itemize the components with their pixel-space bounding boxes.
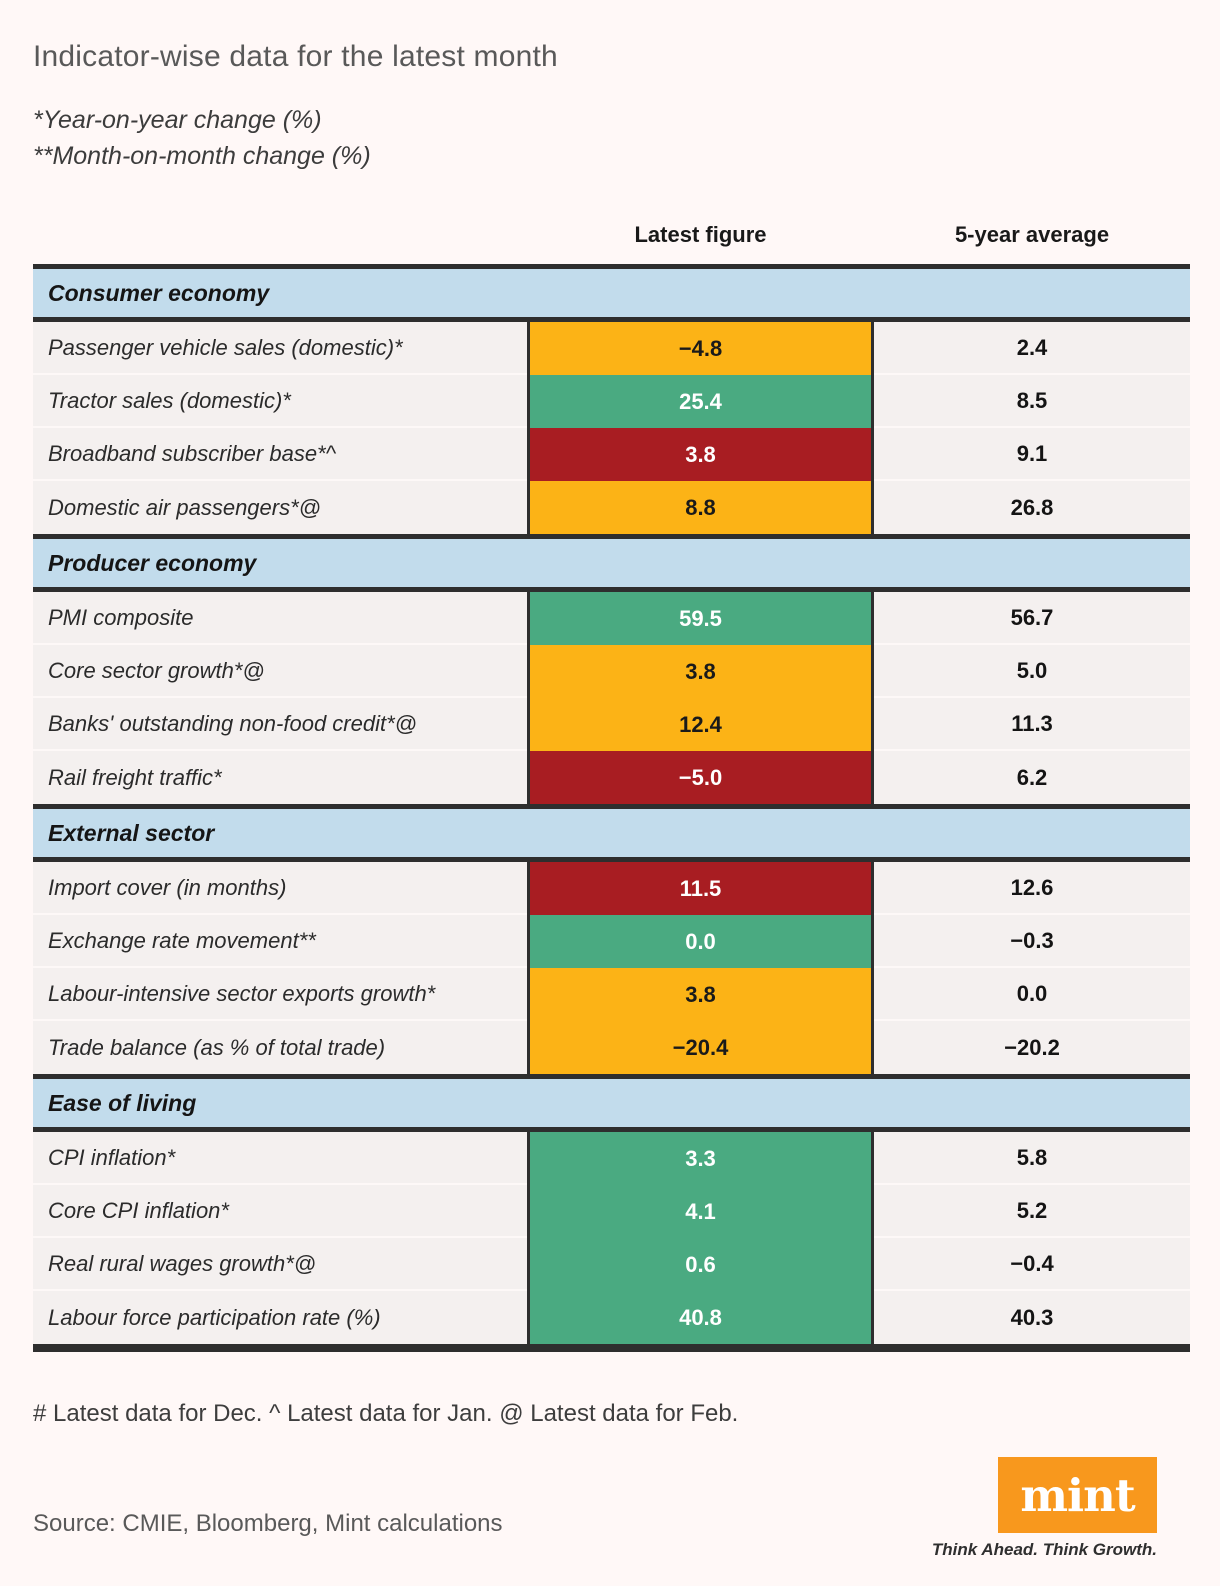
section-header: Ease of living	[33, 1074, 1190, 1132]
indicator-label: Trade balance (as % of total trade)	[33, 1021, 527, 1074]
five-year-average-cell: 40.3	[874, 1291, 1190, 1344]
indicator-label: Passenger vehicle sales (domestic)*	[33, 322, 527, 375]
table-row: Broadband subscriber base*^ 3.8 9.1	[33, 428, 1190, 481]
table-row: Trade balance (as % of total trade) −20.…	[33, 1021, 1190, 1074]
change-notes: *Year-on-year change (%) **Month-on-mont…	[33, 102, 371, 174]
column-header-latest-figure: Latest figure	[634, 222, 767, 247]
five-year-average-cell: −0.4	[874, 1238, 1190, 1291]
indicator-label: Labour-intensive sector exports growth*	[33, 968, 527, 1021]
table-row: CPI inflation* 3.3 5.8	[33, 1132, 1190, 1185]
latest-figure-cell: 0.6	[527, 1238, 874, 1291]
note-yoy: *Year-on-year change (%)	[33, 106, 322, 134]
five-year-average-cell: 26.8	[874, 481, 1190, 534]
indicator-label: Labour force participation rate (%)	[33, 1291, 527, 1344]
mint-logo-text: mint	[1020, 1468, 1135, 1522]
table-row: Import cover (in months) 11.5 12.6	[33, 862, 1190, 915]
column-header-5-year-average: 5-year average	[954, 222, 1110, 247]
indicator-label: PMI composite	[33, 592, 527, 645]
five-year-average-cell: −20.2	[874, 1021, 1190, 1074]
table-row: Exchange rate movement** 0.0 −0.3	[33, 915, 1190, 968]
five-year-average-cell: 0.0	[874, 968, 1190, 1021]
table-row: Tractor sales (domestic)* 25.4 8.5	[33, 375, 1190, 428]
table-row: Real rural wages growth*@ 0.6 −0.4	[33, 1238, 1190, 1291]
five-year-average-cell: 12.6	[874, 862, 1190, 915]
latest-figure-cell: 12.4	[527, 698, 874, 751]
latest-figure-cell: −20.4	[527, 1021, 874, 1074]
section-header: External sector	[33, 804, 1190, 862]
latest-figure-cell: −5.0	[527, 751, 874, 804]
section-producer-economy: Producer economy PMI composite 59.5 56.7…	[33, 534, 1190, 804]
five-year-average-cell: 2.4	[874, 322, 1190, 375]
section-header: Producer economy	[33, 534, 1190, 592]
indicator-label: Tractor sales (domestic)*	[33, 375, 527, 428]
indicator-label: Rail freight traffic*	[33, 751, 527, 804]
latest-figure-cell: 40.8	[527, 1291, 874, 1344]
latest-figure-cell: 3.3	[527, 1132, 874, 1185]
section-header: Consumer economy	[33, 264, 1190, 322]
source-credit: Source: CMIE, Bloomberg, Mint calculatio…	[33, 1510, 503, 1537]
five-year-average-cell: 8.5	[874, 375, 1190, 428]
five-year-average-cell: 11.3	[874, 698, 1190, 751]
table-row: Core sector growth*@ 3.8 5.0	[33, 645, 1190, 698]
latest-figure-cell: 4.1	[527, 1185, 874, 1238]
indicator-label: Banks' outstanding non-food credit*@	[33, 698, 527, 751]
latest-figure-cell: −4.8	[527, 322, 874, 375]
indicator-label: Broadband subscriber base*^	[33, 428, 527, 481]
table-row: Domestic air passengers*@ 8.8 26.8	[33, 481, 1190, 534]
section-external-sector: External sector Import cover (in months)…	[33, 804, 1190, 1074]
page-title: Indicator-wise data for the latest month	[33, 40, 558, 73]
five-year-average-cell: 5.8	[874, 1132, 1190, 1185]
indicator-label: Core sector growth*@	[33, 645, 527, 698]
indicator-label: Real rural wages growth*@	[33, 1238, 527, 1291]
table-row: Labour force participation rate (%) 40.8…	[33, 1291, 1190, 1344]
table-row: PMI composite 59.5 56.7	[33, 592, 1190, 645]
indicator-label: Domestic air passengers*@	[33, 481, 527, 534]
five-year-average-cell: 5.0	[874, 645, 1190, 698]
data-period-footnote: # Latest data for Dec. ^ Latest data for…	[33, 1400, 739, 1427]
indicator-label: Exchange rate movement**	[33, 915, 527, 968]
latest-figure-cell: 3.8	[527, 968, 874, 1021]
indicator-label: CPI inflation*	[33, 1132, 527, 1185]
latest-figure-cell: 11.5	[527, 862, 874, 915]
table-row: Banks' outstanding non-food credit*@ 12.…	[33, 698, 1190, 751]
indicator-label: Import cover (in months)	[33, 862, 527, 915]
section-ease-of-living: Ease of living CPI inflation* 3.3 5.8 Co…	[33, 1074, 1190, 1344]
latest-figure-cell: 3.8	[527, 645, 874, 698]
table-row: Core CPI inflation* 4.1 5.2	[33, 1185, 1190, 1238]
five-year-average-cell: 9.1	[874, 428, 1190, 481]
five-year-average-cell: 6.2	[874, 751, 1190, 804]
mint-logo: mint	[998, 1457, 1157, 1533]
latest-figure-cell: 59.5	[527, 592, 874, 645]
section-consumer-economy: Consumer economy Passenger vehicle sales…	[33, 264, 1190, 534]
latest-figure-cell: 3.8	[527, 428, 874, 481]
indicator-table: Consumer economy Passenger vehicle sales…	[33, 264, 1190, 1352]
mint-tagline: Think Ahead. Think Growth.	[931, 1540, 1157, 1559]
content-area: Indicator-wise data for the latest month…	[33, 0, 1190, 1586]
table-row: Passenger vehicle sales (domestic)* −4.8…	[33, 322, 1190, 375]
table-row: Labour-intensive sector exports growth* …	[33, 968, 1190, 1021]
five-year-average-cell: 56.7	[874, 592, 1190, 645]
latest-figure-cell: 25.4	[527, 375, 874, 428]
latest-figure-cell: 8.8	[527, 481, 874, 534]
indicator-label: Core CPI inflation*	[33, 1185, 527, 1238]
table-row: Rail freight traffic* −5.0 6.2	[33, 751, 1190, 804]
latest-figure-cell: 0.0	[527, 915, 874, 968]
five-year-average-cell: 5.2	[874, 1185, 1190, 1238]
note-mom: **Month-on-month change (%)	[33, 142, 371, 170]
five-year-average-cell: −0.3	[874, 915, 1190, 968]
